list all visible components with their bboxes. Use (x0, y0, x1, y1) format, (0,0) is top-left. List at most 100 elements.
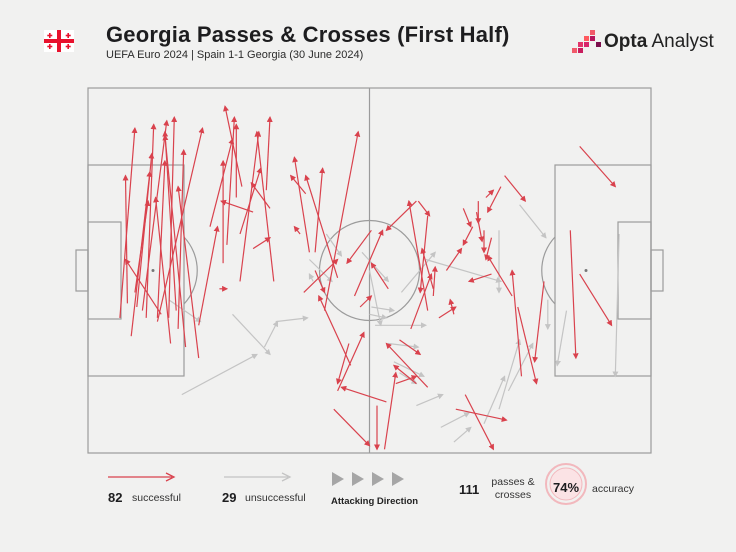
successful-pass-arrow-43 (406, 199, 429, 311)
successful-pass-arrow-38 (370, 262, 389, 290)
successful-pass-arrow-39 (346, 229, 372, 265)
successful-pass-arrow-4 (141, 119, 170, 311)
successful-pass-arrow-77 (475, 211, 485, 243)
successful-pass-arrow-33 (292, 156, 310, 253)
unsuccessful-pass-arrow-11 (371, 306, 396, 313)
successful-pass-arrow-45 (420, 247, 434, 289)
accuracy-label: accuracy (592, 483, 635, 495)
successful-pass-arrow-20 (226, 116, 238, 245)
successful-passes (119, 105, 617, 451)
successful-pass-arrow-29 (250, 181, 271, 209)
successful-pass-arrow-68 (579, 146, 617, 188)
unsuccessful-pass-arrow-8 (325, 233, 343, 257)
chart-subtitle: UEFA Euro 2024 | Spain 1-1 Georgia (30 J… (106, 49, 364, 61)
successful-pass-arrow-28 (239, 167, 263, 235)
accuracy-value: 74% (552, 480, 580, 495)
right-penalty-arc (541, 236, 556, 305)
chart-title: Georgia Passes & Crosses (First Half) (106, 22, 510, 47)
successful-pass-arrow-76 (569, 230, 579, 360)
successful-pass-arrow-82 (467, 273, 492, 283)
successful-pass-arrow-50 (303, 258, 339, 293)
successful-pass-arrow-9 (156, 159, 168, 318)
unsuccessful-pass-arrow-24 (425, 258, 503, 283)
total-label-line2: crosses (494, 489, 532, 501)
unsuccessful-pass-arrow-3 (232, 313, 271, 356)
georgia-flag-icon (44, 30, 74, 52)
successful-pass-arrow-5 (122, 174, 129, 304)
unsuccessful-pass-arrow-2 (181, 353, 258, 396)
successful-pass-arrow-17 (198, 225, 220, 326)
unsuccessful-label: unsuccessful (245, 492, 306, 504)
successful-pass-arrow-16 (175, 185, 200, 359)
successful-pass-arrow-70 (464, 394, 494, 451)
right-penalty-area (554, 164, 652, 377)
unsuccessful-pass-arrow-29 (612, 233, 620, 378)
successful-pass-arrow-13 (153, 196, 172, 344)
left-goal (75, 249, 89, 292)
successful-legend-arrow (108, 472, 176, 482)
successful-label: successful (132, 492, 182, 504)
unsuccessful-pass-arrow-13 (369, 313, 388, 320)
successful-pass-arrow-31 (293, 225, 301, 235)
successful-pass-arrow-55 (333, 408, 371, 447)
unsuccessful-pass-arrow-5 (275, 315, 309, 323)
unsuccessful-pass-arrow-12 (400, 251, 436, 293)
successful-pass-arrow-12 (162, 130, 177, 311)
successful-pass-arrow-10 (124, 258, 162, 315)
successful-pass-arrow-34 (314, 167, 326, 253)
successful-pass-arrow-47 (448, 298, 455, 315)
unsuccessful-pass-arrow-20 (453, 426, 472, 443)
left-penalty-spot (151, 269, 155, 272)
attacking-direction-label: Attacking Direction (331, 496, 419, 507)
successful-pass-arrow-78 (484, 237, 493, 261)
successful-pass-arrow-81 (445, 247, 463, 271)
successful-pass-arrow-62 (385, 342, 429, 388)
attacking-direction-icon (332, 472, 404, 486)
successful-pass-arrow-1 (119, 127, 138, 318)
successful-pass-arrow-52 (336, 343, 350, 385)
total-count: 111 (459, 482, 480, 497)
successful-pass-arrow-7 (130, 170, 153, 337)
successful-pass-arrow-67 (504, 175, 527, 203)
successful-pass-arrow-63 (462, 208, 472, 228)
successful-pass-arrow-3 (145, 123, 157, 318)
successful-pass-arrow-58 (395, 375, 418, 385)
total-label-line1: passes & (491, 476, 535, 488)
unsuccessful-pass-arrow-1 (168, 299, 202, 323)
left-six-yard-box (87, 221, 122, 320)
successful-pass-arrow-14 (177, 148, 187, 329)
successful-pass-arrow-48 (353, 229, 384, 297)
unsuccessful-pass-arrow-19 (440, 412, 471, 428)
legend: 82 successful 29 unsuccessful Attacking … (0, 470, 736, 530)
successful-pass-arrow-60 (410, 272, 433, 330)
unsuccessful-pass-arrow-7 (308, 273, 315, 282)
successful-pass-arrow-36 (323, 130, 361, 311)
successful-pass-arrow-75 (532, 281, 545, 363)
successful-pass-arrow-30 (252, 237, 272, 250)
left-penalty-arc (183, 236, 198, 305)
successful-pass-arrow-59 (399, 339, 422, 356)
unsuccessful-pass-arrow-9 (361, 251, 390, 283)
successful-pass-arrow-35 (314, 270, 326, 294)
unsuccessful-pass-arrow-26 (519, 204, 547, 239)
right-penalty-spot (584, 269, 588, 272)
successful-pass-arrow-41 (417, 200, 431, 217)
unsuccessful-pass-arrow-6 (308, 259, 333, 283)
successful-pass-arrow-57 (383, 371, 399, 450)
successful-pass-arrow-66 (487, 186, 502, 214)
successful-pass-arrow-74 (509, 269, 523, 377)
right-six-yard-box (617, 221, 652, 320)
successful-pass-arrow-80 (462, 226, 474, 246)
successful-pass-arrow-37 (359, 295, 373, 308)
successful-pass-arrow-49 (304, 174, 339, 278)
successful-pass-arrow-21 (209, 137, 235, 227)
successful-pass-arrow-72 (487, 254, 513, 297)
successful-pass-arrow-22 (239, 130, 262, 282)
successful-pass-arrow-26 (265, 116, 273, 191)
unsuccessful-pass-arrow-16 (393, 361, 425, 377)
unsuccessful-pass-arrow-18 (416, 393, 444, 407)
successful-pass-arrow-69 (579, 273, 613, 327)
unsuccessful-pass-arrow-28 (555, 310, 568, 367)
opta-logo-icon (572, 30, 601, 53)
